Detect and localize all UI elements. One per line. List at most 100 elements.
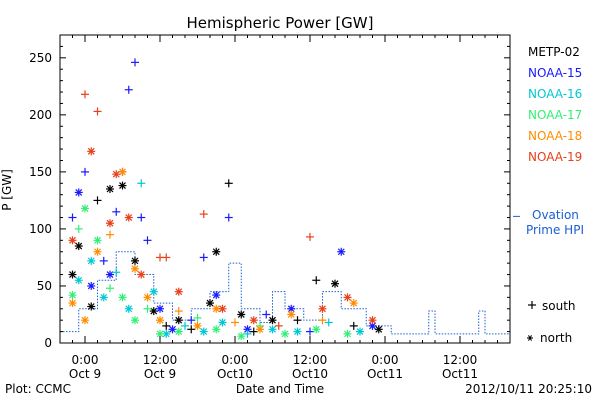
x-tick-label-date: Oct 9 [69, 367, 101, 381]
data-point-metp-02-4 [106, 185, 114, 193]
data-point-noaa-17-14 [281, 329, 289, 338]
data-point-metp-02-21 [374, 325, 383, 334]
data-point-noaa-16-3 [112, 268, 121, 277]
data-point-noaa-15-0 [68, 213, 77, 222]
data-point-noaa-16-14 [324, 318, 333, 327]
data-point-noaa-15-8 [124, 85, 133, 94]
data-point-noaa-15-5 [106, 270, 114, 279]
data-point-metp-02-7 [149, 307, 158, 316]
data-point-metp-02-1 [74, 242, 83, 251]
data-point-noaa-17-12 [237, 332, 246, 341]
plot-credit: Plot: CCMC [5, 382, 71, 396]
data-point-noaa-18-14 [318, 316, 327, 325]
data-point-metp-02-10 [187, 325, 196, 334]
x-tick-label-date: Oct11 [367, 367, 403, 381]
data-point-noaa-15-13 [168, 325, 177, 334]
data-point-noaa-16-13 [293, 327, 302, 336]
data-point-noaa-15-20 [287, 304, 296, 313]
y-tick-label: 100 [29, 222, 52, 236]
data-point-noaa-16-12 [268, 325, 277, 334]
data-point-noaa-19-11 [199, 210, 208, 219]
data-point-noaa-19-6 [124, 213, 133, 222]
data-point-noaa-19-7 [137, 270, 146, 279]
data-point-noaa-15-22 [337, 247, 346, 256]
data-point-noaa-18-9 [193, 321, 202, 330]
data-point-metp-02-3 [93, 196, 102, 205]
data-point-metp-02-6 [131, 256, 139, 265]
ovation-label-line2: Prime HPI [526, 223, 584, 237]
data-point-noaa-16-5 [137, 179, 146, 188]
data-point-noaa-18-6 [143, 293, 152, 302]
data-point-noaa-16-1 [87, 256, 96, 265]
data-point-noaa-15-19 [262, 310, 271, 319]
data-point-noaa-16-7 [162, 329, 171, 338]
data-point-noaa-18-5 [131, 264, 139, 273]
data-point-noaa-19-14 [274, 321, 283, 330]
x-tick-label-time: 12:00 [143, 353, 178, 367]
data-point-noaa-15-9 [131, 58, 139, 67]
data-point-noaa-17-10 [193, 313, 202, 322]
legend-entry-noaa-18: NOAA-18 [528, 129, 582, 143]
data-point-noaa-17-11 [212, 325, 221, 334]
x-tick-label-time: 0:00 [372, 353, 399, 367]
data-point-noaa-16-6 [149, 287, 158, 296]
data-point-noaa-17-2 [81, 204, 89, 213]
series-noaa-16 [74, 179, 364, 338]
data-point-noaa-17-16 [343, 329, 352, 338]
data-point-noaa-17-6 [131, 316, 139, 325]
data-point-noaa-18-2 [93, 247, 102, 256]
data-point-noaa-17-4 [106, 284, 114, 293]
x-tick-label-time: 12:00 [443, 353, 478, 367]
data-point-metp-02-13 [224, 179, 233, 188]
data-point-noaa-15-21 [306, 327, 314, 336]
y-tick-label: 250 [29, 51, 52, 65]
data-point-noaa-16-10 [218, 318, 227, 327]
north-label: north [540, 331, 572, 345]
data-point-noaa-17-3 [93, 236, 102, 245]
chart-title: Hemispheric Power [GW] [187, 14, 374, 32]
series-noaa-18 [68, 167, 358, 334]
data-point-noaa-19-18 [368, 316, 377, 325]
south-symbol [528, 301, 536, 309]
legend-entry-metp-02: METP-02 [528, 45, 580, 59]
data-point-noaa-16-8 [181, 321, 189, 330]
data-point-metp-02-9 [174, 316, 183, 325]
x-tick-label-date: Oct10 [292, 367, 328, 381]
x-tick-label-date: Oct 9 [144, 367, 176, 381]
data-point-metp-02-18 [312, 276, 321, 285]
legend-entry-noaa-15: NOAA-15 [528, 66, 582, 80]
data-point-metp-02-15 [249, 327, 258, 336]
legend: METP-02 NOAA-15 NOAA-16 NOAA-17 NOAA-18 NOAA-… [528, 45, 582, 164]
north-symbol [527, 335, 533, 341]
data-point-noaa-18-8 [174, 307, 183, 316]
data-point-noaa-15-11 [143, 236, 152, 245]
data-point-noaa-16-2 [99, 293, 108, 302]
data-point-noaa-18-3 [106, 230, 114, 239]
data-point-noaa-15-15 [199, 253, 208, 262]
data-point-noaa-19-9 [162, 253, 171, 262]
data-point-noaa-19-17 [343, 293, 352, 302]
data-point-noaa-17-15 [312, 325, 321, 334]
data-point-metp-02-5 [118, 181, 127, 190]
plot-timestamp: 2012/10/11 20:25:10 [465, 382, 592, 396]
series-noaa-15 [68, 58, 377, 336]
x-tick-label-time: 0:00 [72, 353, 99, 367]
data-point-noaa-15-3 [87, 281, 96, 290]
data-point-noaa-19-15 [306, 232, 314, 241]
data-point-noaa-15-6 [112, 207, 121, 216]
data-point-noaa-15-4 [99, 256, 108, 265]
y-tick-label: 200 [29, 108, 52, 122]
data-point-noaa-15-2 [81, 167, 89, 176]
data-point-noaa-18-7 [156, 316, 164, 325]
south-label: south [542, 299, 576, 313]
data-point-metp-02-8 [162, 321, 171, 330]
data-point-metp-02-17 [293, 316, 302, 325]
data-point-noaa-17-5 [118, 293, 127, 302]
legend-entry-noaa-16: NOAA-16 [528, 87, 582, 101]
data-point-metp-02-19 [331, 279, 339, 288]
x-tick-label-date: Oct11 [442, 367, 478, 381]
data-point-noaa-19-13 [249, 316, 258, 325]
x-tick-label-time: 12:00 [293, 353, 328, 367]
data-point-noaa-15-14 [187, 316, 196, 325]
